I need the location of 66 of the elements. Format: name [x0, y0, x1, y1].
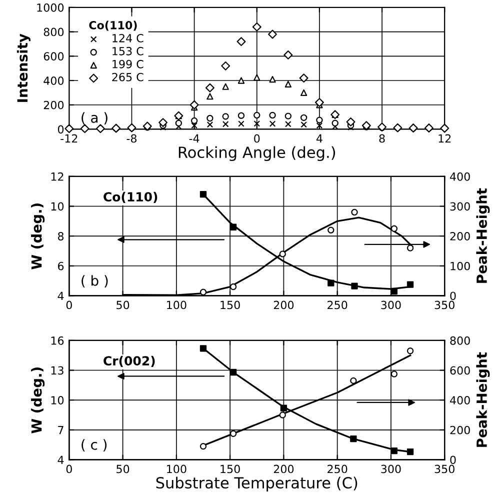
y-axis-title: W (deg.)	[31, 204, 45, 270]
x-tick-label: 150	[220, 300, 240, 310]
legend-label: 265 C	[112, 72, 144, 82]
y2-tick-label: 0	[450, 456, 456, 464]
y2-tick-label: 600	[450, 366, 470, 375]
x-tick-label: -8	[126, 134, 137, 143]
x-tick-label: 250	[328, 464, 348, 474]
y2-tick-label: 400	[450, 172, 470, 181]
x-tick-label: 350	[434, 464, 454, 474]
y2-tick-label: 200	[450, 232, 470, 240]
x-tick-label: -4	[189, 134, 200, 143]
y-tick-label: 7	[58, 426, 64, 434]
legend-label: 124 C	[112, 34, 144, 42]
y2-axis-title: Peak-Height	[476, 188, 490, 283]
y2-tick-label: 800	[450, 336, 470, 345]
x-tick-label: -12	[60, 134, 78, 143]
y-tick-label: 1000	[37, 3, 64, 12]
y-tick-label: 13	[51, 366, 64, 375]
x-tick-label: 4	[316, 134, 322, 143]
y-tick-label: 4	[58, 292, 64, 300]
y-tick-label: 0	[58, 125, 64, 134]
annotation: ( a )	[82, 112, 108, 125]
y-axis-title: Intensity	[16, 34, 30, 102]
y-tick-label: 10	[51, 202, 64, 211]
y-tick-label: 400	[44, 76, 64, 85]
x-tick-label: 12	[438, 134, 451, 143]
x-tick-label: 300	[381, 464, 401, 474]
y2-tick-label: 100	[450, 262, 470, 270]
x-tick-label: 50	[116, 300, 130, 310]
legend-title: Co(110)	[89, 20, 137, 31]
x-tick-label: 250	[328, 300, 348, 310]
x-tick-label: 150	[220, 464, 240, 474]
annotation: ( b )	[82, 275, 108, 288]
annotation: ( c )	[82, 439, 107, 452]
y-tick-label: 8	[58, 232, 64, 240]
x-tick-label: 200	[274, 300, 294, 310]
y2-axis-title: Peak-Height	[476, 352, 490, 447]
y2-tick-label: 0	[450, 292, 456, 300]
x-tick-label: 100	[167, 300, 186, 310]
legend-label: 199 C	[112, 60, 144, 68]
x-tick-label: 0	[66, 464, 72, 474]
x-tick-label: 100	[167, 464, 186, 474]
x-tick-label: 350	[434, 300, 454, 310]
legend-label: 153 C	[112, 46, 144, 56]
y-tick-label: 10	[51, 396, 64, 404]
y2-tick-label: 200	[450, 426, 470, 434]
x-tick-label: 200	[274, 464, 294, 474]
y2-tick-label: 300	[450, 202, 470, 211]
y-tick-label: 16	[51, 336, 64, 345]
y-tick-label: 4	[58, 456, 64, 464]
x-tick-label: 8	[379, 134, 385, 143]
annotation: Co(110)	[104, 192, 158, 204]
y-tick-label: 200	[44, 100, 64, 110]
x-tick-label: 0	[254, 134, 260, 143]
y-axis-title: W (deg.)	[31, 368, 45, 434]
x-axis-title: Substrate Temperature (C)	[156, 476, 358, 492]
x-tick-label: 300	[381, 300, 401, 310]
x-tick-label: 50	[116, 464, 130, 474]
y-tick-label: 800	[44, 28, 64, 36]
x-axis-title: Rocking Angle (deg.)	[178, 146, 336, 162]
annotation: Cr(002)	[104, 356, 155, 368]
y2-tick-label: 400	[450, 396, 470, 404]
x-tick-label: 0	[66, 300, 72, 310]
y-tick-label: 6	[58, 262, 64, 270]
y-tick-label: 12	[51, 172, 64, 181]
y-tick-label: 600	[44, 52, 64, 61]
